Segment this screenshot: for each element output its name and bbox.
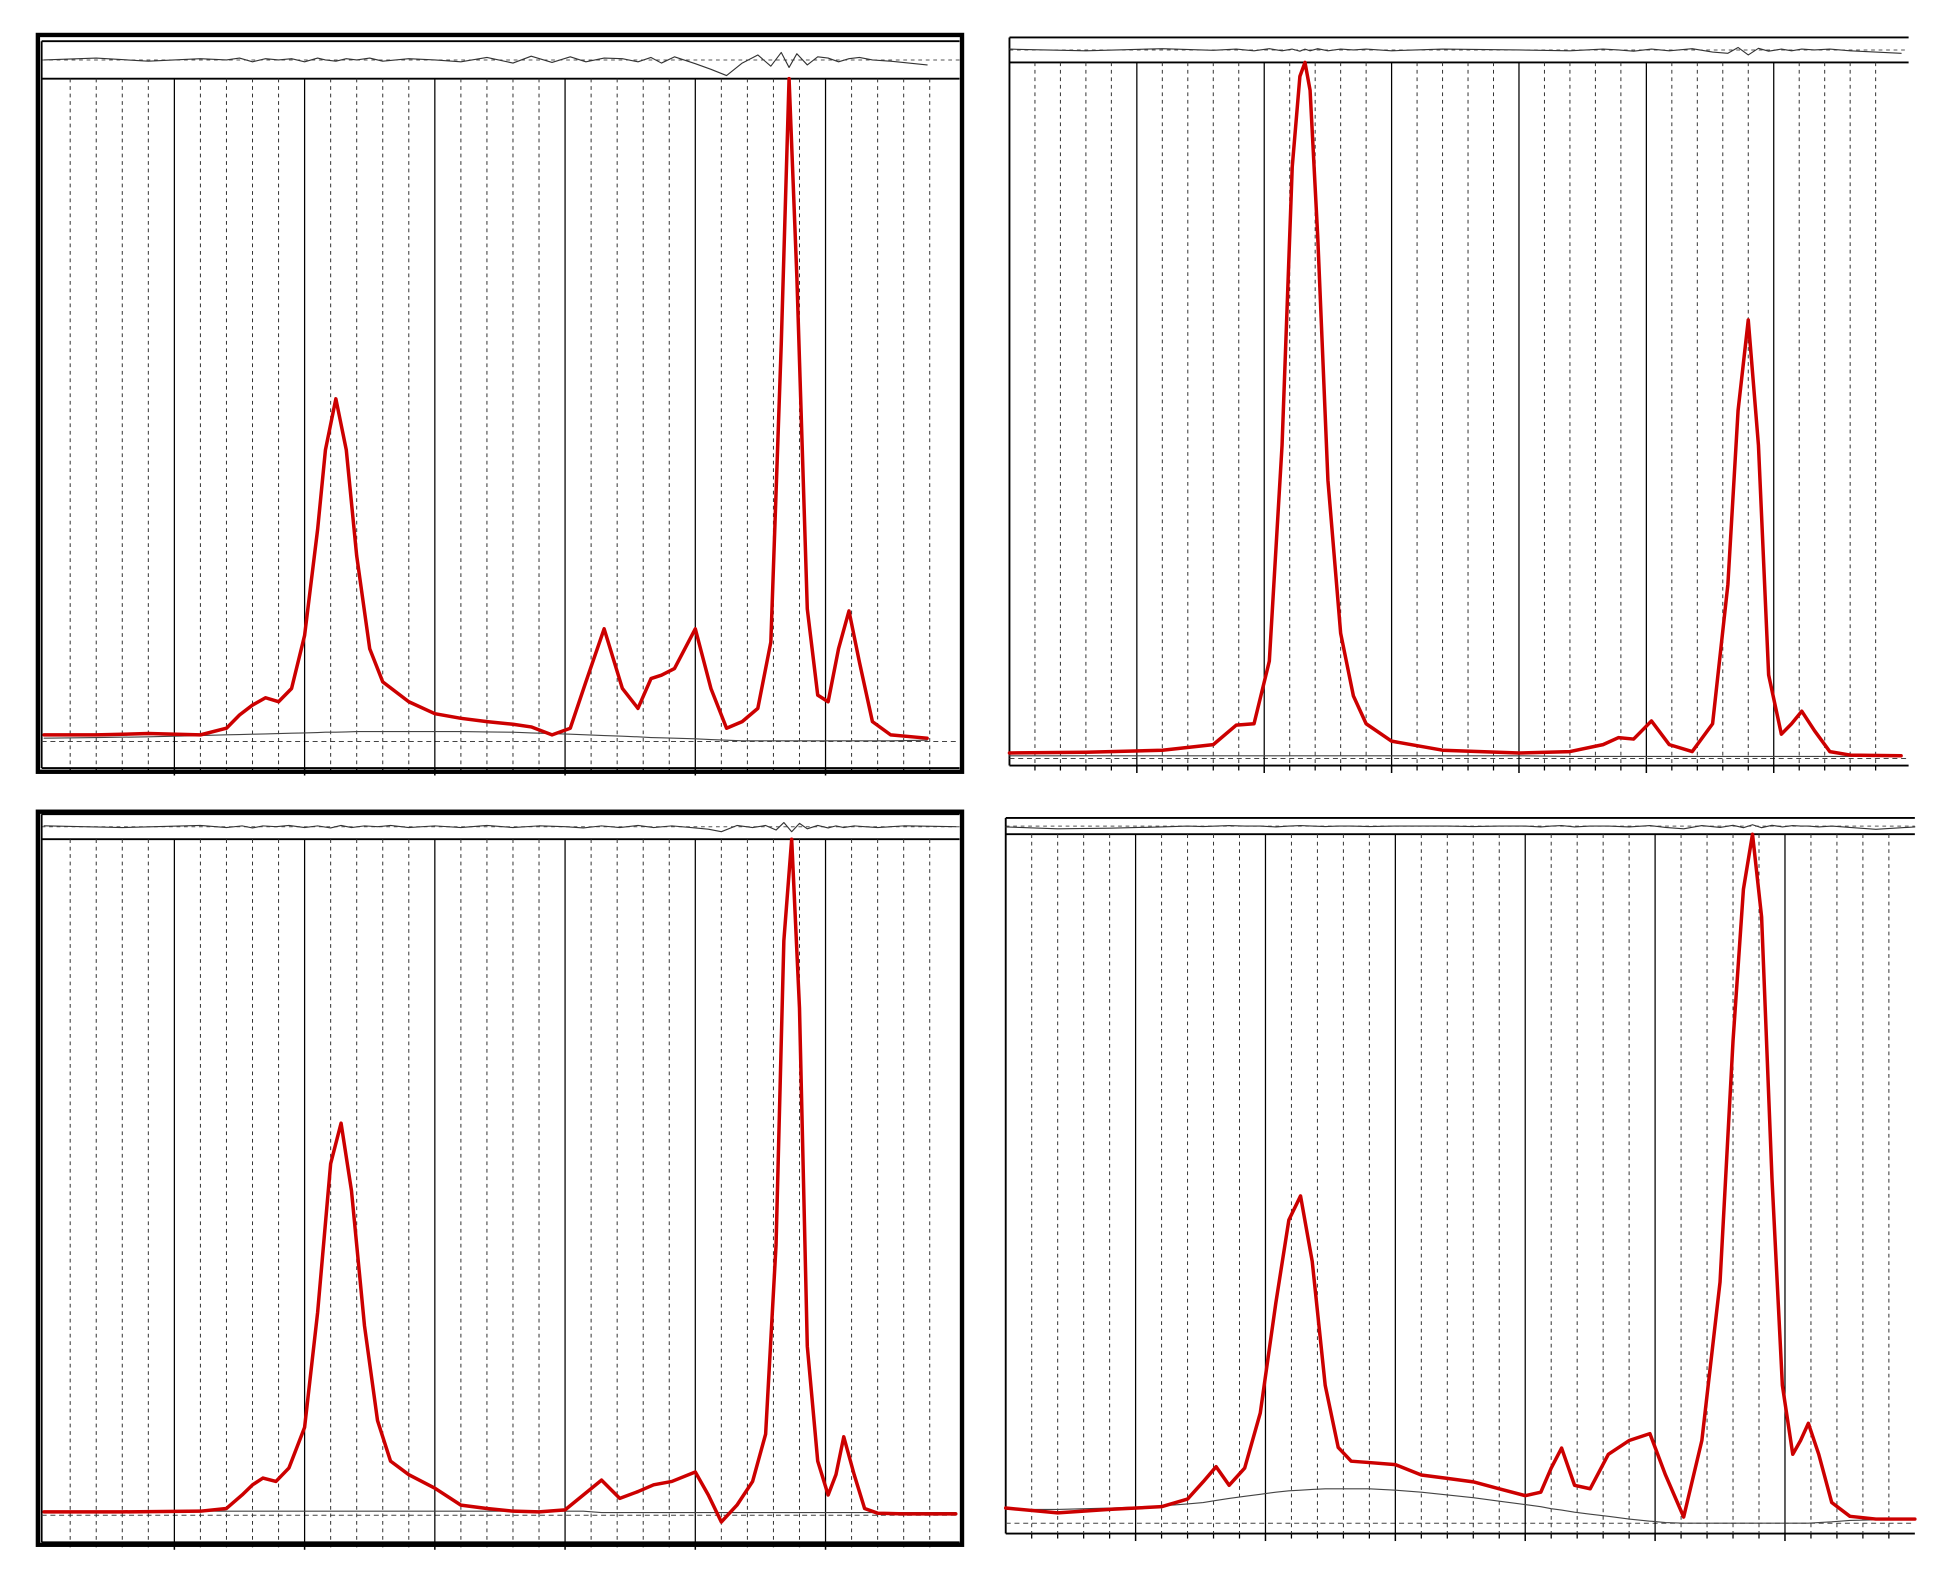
panel-frame [35, 809, 965, 1547]
residual-line [1005, 824, 1916, 830]
fit-line [1007, 60, 1903, 758]
fit-line [42, 837, 958, 1524]
fit-line [1003, 832, 1917, 1521]
fit-line [42, 76, 929, 740]
baseline-line [43, 1510, 957, 1514]
panel-frame [35, 32, 965, 774]
baseline-line [43, 731, 928, 742]
residual-line [43, 821, 957, 833]
baseline-line [1008, 755, 1902, 758]
residual-line [43, 51, 928, 77]
residual-line [1008, 46, 1902, 56]
baseline-line [1005, 1488, 1916, 1524]
